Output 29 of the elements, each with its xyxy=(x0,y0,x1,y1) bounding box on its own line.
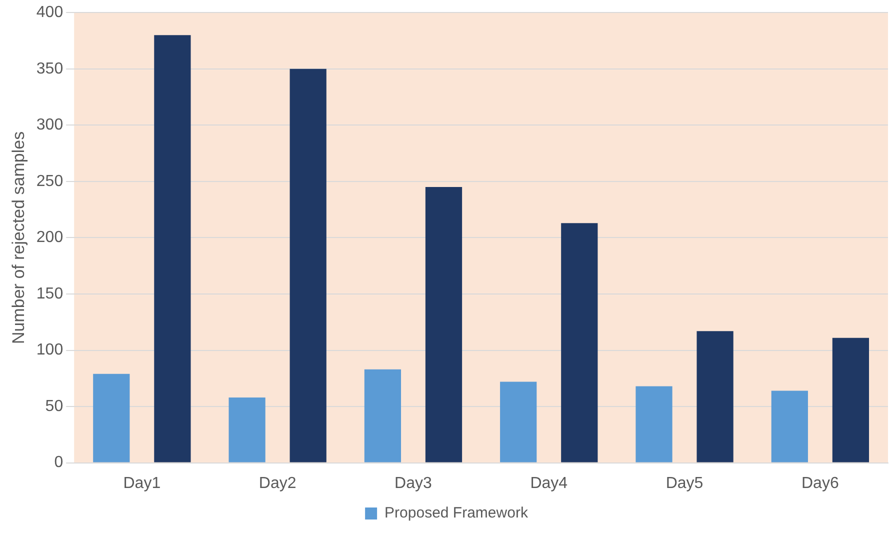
bar xyxy=(290,68,326,462)
x-tick-label: Day3 xyxy=(394,474,432,492)
y-tick-label: 400 xyxy=(36,4,64,22)
y-tick-label: 250 xyxy=(36,172,64,190)
y-axis-title: Number of rejected samples xyxy=(8,131,28,344)
y-tick-label: 150 xyxy=(36,285,64,302)
bar xyxy=(93,374,130,462)
bar xyxy=(154,35,191,462)
bar xyxy=(364,369,402,462)
bar xyxy=(228,398,266,462)
bar xyxy=(425,187,462,462)
y-tick-label: 200 xyxy=(36,229,64,246)
bar xyxy=(771,390,808,462)
x-tick-label: Day6 xyxy=(801,474,839,492)
bar xyxy=(696,331,734,462)
bar xyxy=(561,223,598,462)
legend-label: Proposed Framework xyxy=(384,504,528,522)
y-tick-label: 100 xyxy=(36,342,64,359)
y-tick-label: 300 xyxy=(36,116,64,134)
bar xyxy=(636,386,672,462)
bar xyxy=(832,338,870,462)
x-tick-label: Day4 xyxy=(530,474,568,492)
x-tick-label: Day1 xyxy=(123,474,161,492)
x-tick-label: Day5 xyxy=(666,474,704,492)
y-tick-label: 350 xyxy=(36,60,64,78)
y-tick-label: 50 xyxy=(45,398,64,415)
bar xyxy=(500,382,537,462)
x-tick-label: Day2 xyxy=(258,474,296,492)
y-tick-label: 0 xyxy=(54,454,64,472)
